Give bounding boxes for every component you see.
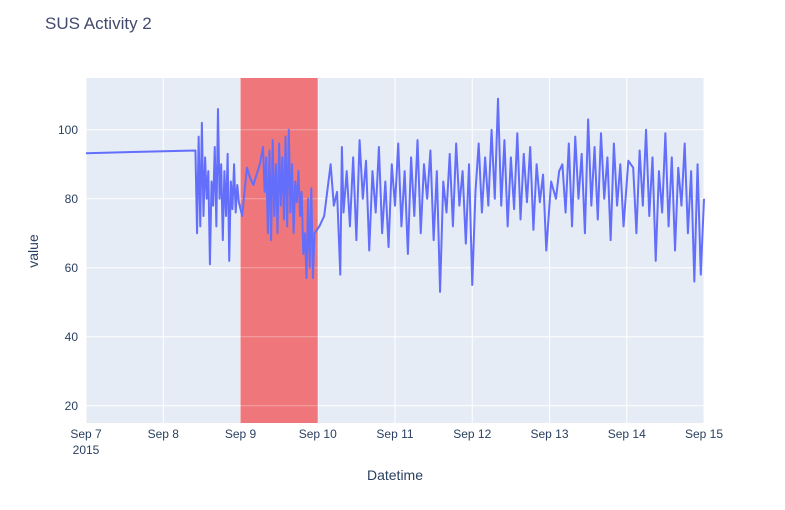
series-line <box>85 97 705 293</box>
x-tick-label: Sep 10 <box>299 427 337 441</box>
x-tick-label: Sep 11 <box>376 427 413 441</box>
y-tick-label: 80 <box>65 192 79 206</box>
chart-title: SUS Activity 2 <box>45 14 152 33</box>
y-axis-title: value <box>25 234 41 268</box>
x-tick-sublabel: 2015 <box>73 443 100 457</box>
y-tick-label: 60 <box>65 261 79 275</box>
y-tick-label: 20 <box>65 399 79 413</box>
y-tick-label: 40 <box>65 330 79 344</box>
x-axis-title: Datetime <box>367 467 423 483</box>
x-tick-label: Sep 8 <box>148 427 180 441</box>
x-tick-label: Sep 13 <box>530 427 568 441</box>
x-tick-label: Sep 9 <box>225 427 257 441</box>
x-axis: Sep 7 2015 Sep 8 Sep 9 Sep 10 Sep 11 Sep 12 Sep… <box>70 427 723 457</box>
x-tick-label: Sep 12 <box>453 427 491 441</box>
x-tick-label: Sep 14 <box>608 427 646 441</box>
x-tick-label: Sep 15 <box>685 427 723 441</box>
x-tick-label: Sep 7 <box>70 427 102 441</box>
plot-area <box>85 78 705 423</box>
y-axis: 20 40 60 80 100 <box>58 123 78 413</box>
y-tick-label: 100 <box>58 123 78 137</box>
